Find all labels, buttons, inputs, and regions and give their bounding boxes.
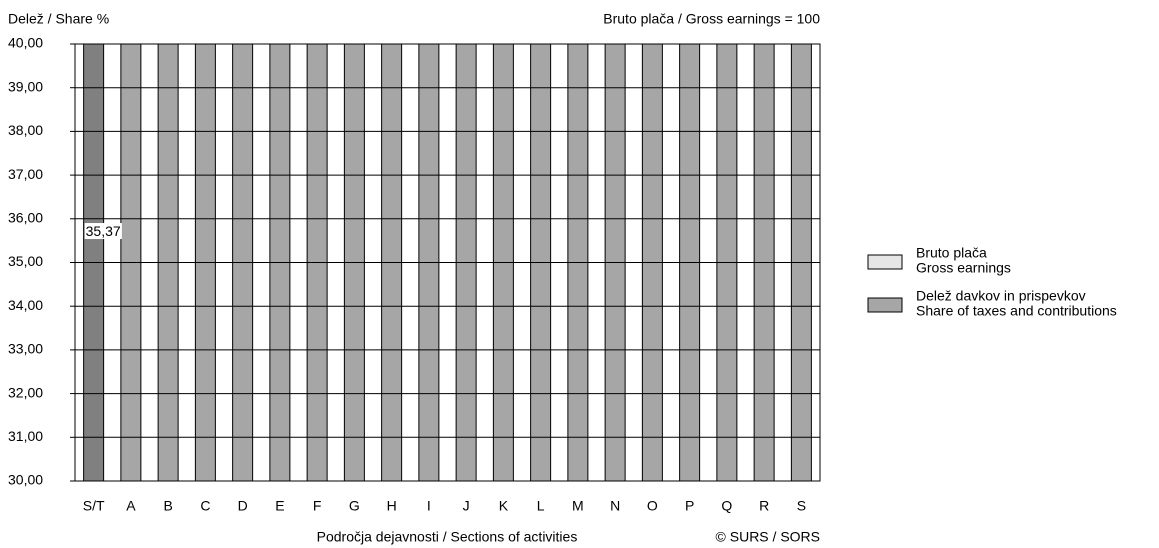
x-tick-label: D	[238, 498, 248, 514]
plot-area	[83, 44, 812, 481]
y-tick-label: 30,00	[8, 472, 43, 488]
y-axis-title: Delež / Share %	[8, 11, 109, 27]
y-tick-label: 38,00	[8, 122, 43, 138]
x-axis-title: Področja dejavnosti / Sections of activi…	[317, 529, 578, 545]
x-tick-label: K	[499, 498, 509, 514]
y-tick-label: 34,00	[8, 297, 43, 313]
x-tick-label: C	[200, 498, 210, 514]
bar-segment	[83, 44, 105, 481]
x-tick-label: I	[427, 498, 431, 514]
source: © SURS / SORS	[716, 529, 820, 545]
bar-segment	[269, 44, 291, 481]
x-tick-label: P	[685, 498, 694, 514]
legend-swatch	[867, 297, 903, 313]
y-tick-label: 39,00	[8, 78, 43, 94]
bar-segment	[753, 44, 775, 481]
bar-segment	[194, 44, 216, 481]
x-tick-label: E	[275, 498, 284, 514]
legend-label: Share of taxes and contributions	[916, 303, 1117, 319]
bar-segment	[120, 44, 142, 481]
bar-segment	[157, 44, 179, 481]
y-tick-label: 40,00	[8, 35, 43, 51]
bar-segment	[530, 44, 552, 481]
x-tick-label: M	[572, 498, 584, 514]
x-tick-label: B	[163, 498, 172, 514]
x-tick-label: F	[313, 498, 322, 514]
bar-segment	[790, 44, 812, 481]
y-tick-label: 37,00	[8, 166, 43, 182]
x-tick-label: L	[537, 498, 545, 514]
x-tick-label: G	[349, 498, 360, 514]
legend-label: Bruto plača	[916, 245, 987, 261]
x-tick-label: S/T	[83, 498, 105, 514]
bar-segment	[604, 44, 626, 481]
legend-label: Delež davkov in prispevkov	[916, 288, 1086, 304]
x-tick-label: J	[463, 498, 470, 514]
bar-segment	[679, 44, 701, 481]
plot-frame	[74, 43, 821, 482]
y-tick-label: 35,00	[8, 253, 43, 269]
bar-segment	[232, 44, 254, 481]
x-tick-label: Q	[721, 498, 732, 514]
bar-segment	[716, 44, 738, 481]
bar-segment	[567, 44, 589, 481]
data-label: 35,37	[86, 223, 121, 239]
y-tick-label: 31,00	[8, 428, 43, 444]
x-tick-label: S	[797, 498, 806, 514]
note: Bruto plača / Gross earnings = 100	[603, 11, 820, 27]
bar-segment	[418, 44, 440, 481]
bar-segment	[343, 44, 365, 481]
y-tick-label: 32,00	[8, 384, 43, 400]
bar-segment	[455, 44, 477, 481]
legend-swatch	[867, 254, 903, 270]
bar-segment	[381, 44, 403, 481]
x-tick-label: R	[759, 498, 769, 514]
bar-segment	[492, 44, 514, 481]
y-tick-label: 33,00	[8, 341, 43, 357]
y-tick-label: 36,00	[8, 210, 43, 226]
data-label-bg	[84, 223, 122, 240]
bar-segment	[306, 44, 328, 481]
bar-segment	[641, 44, 663, 481]
x-tick-label: O	[647, 498, 658, 514]
x-tick-label: H	[387, 498, 397, 514]
x-tick-label: A	[126, 498, 136, 514]
x-tick-label: N	[610, 498, 620, 514]
legend-label: Gross earnings	[916, 260, 1011, 276]
